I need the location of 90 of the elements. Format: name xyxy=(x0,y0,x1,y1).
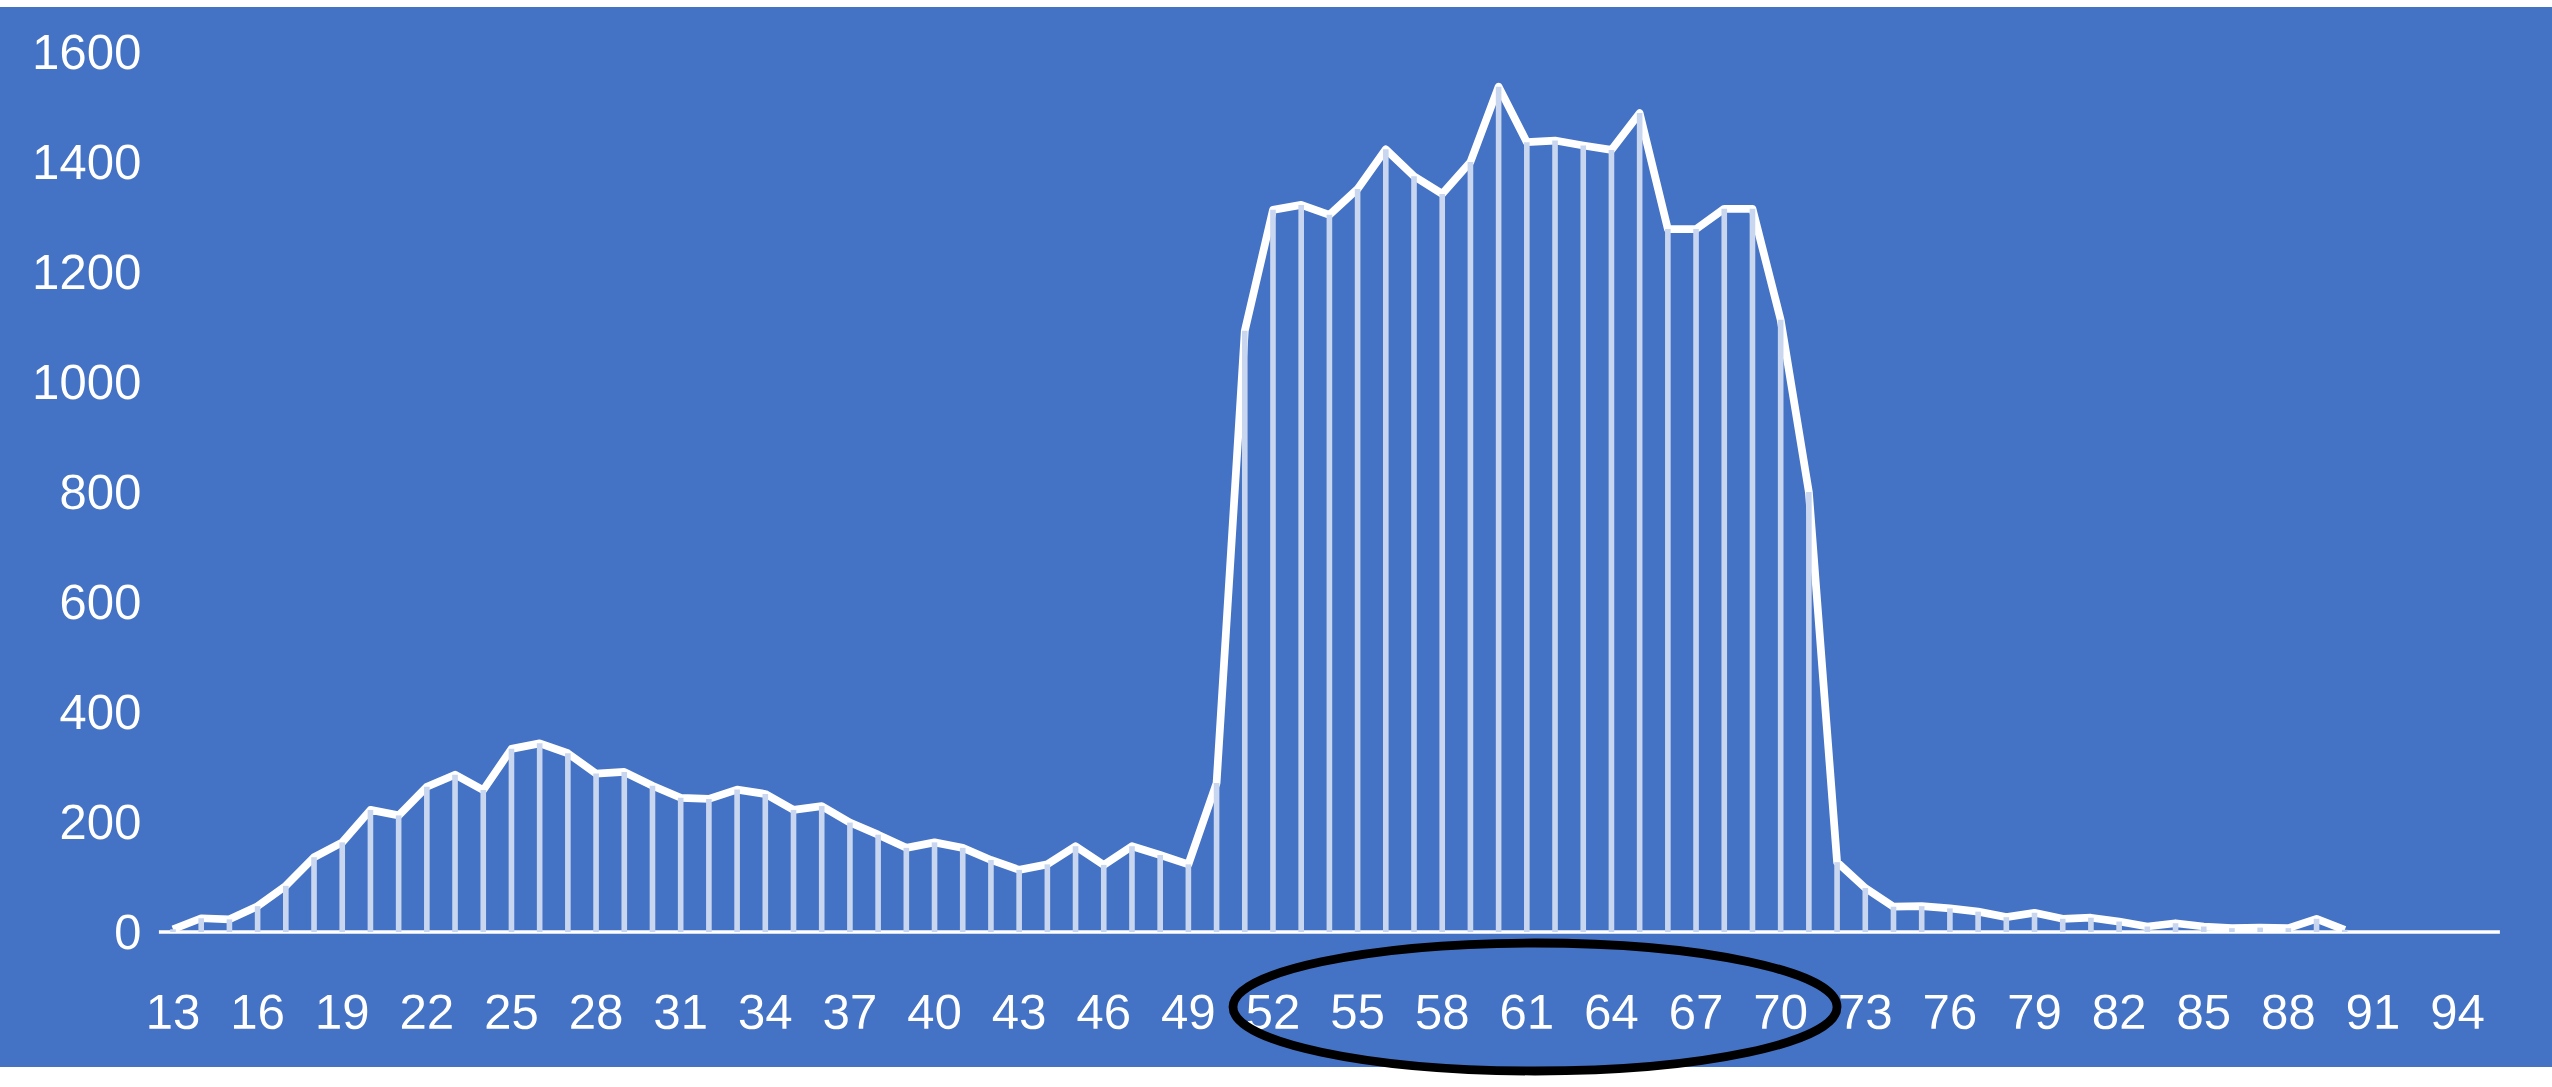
x-tick-label: 40 xyxy=(908,994,960,1030)
bar xyxy=(988,859,994,933)
y-tick-label: 200 xyxy=(61,804,140,840)
bar xyxy=(1834,862,1840,933)
bar xyxy=(424,786,430,933)
bar xyxy=(226,919,233,933)
bar xyxy=(1918,906,1925,933)
bar xyxy=(847,822,853,933)
bar xyxy=(1298,204,1304,933)
bar xyxy=(1411,176,1417,933)
x-tick-label: 37 xyxy=(824,994,875,1030)
bar xyxy=(1129,846,1135,933)
y-tick-label: 1600 xyxy=(35,34,140,70)
bar xyxy=(339,842,346,933)
x-tick-label: 94 xyxy=(2432,994,2484,1030)
bar xyxy=(452,774,458,933)
bar xyxy=(1552,140,1558,933)
y-tick-label: 1400 xyxy=(35,144,140,180)
bar xyxy=(2088,917,2094,933)
bar xyxy=(875,834,881,933)
bar xyxy=(1721,208,1728,933)
x-tick-label: 67 xyxy=(1671,994,1721,1030)
x-tick-label: 82 xyxy=(2093,994,2145,1030)
y-tick-label: 1000 xyxy=(35,364,140,400)
x-tick-label: 55 xyxy=(1332,994,1383,1029)
bar xyxy=(565,753,571,933)
bar xyxy=(1016,869,1022,933)
bar xyxy=(2341,929,2348,933)
bar xyxy=(1157,855,1163,933)
bar xyxy=(1975,911,1981,933)
x-tick-label: 61 xyxy=(1501,994,1552,1030)
x-tick-label: 46 xyxy=(1077,994,1129,1030)
bar xyxy=(2229,928,2235,933)
bar xyxy=(311,857,317,933)
bar xyxy=(1439,193,1446,933)
y-tick-label: 400 xyxy=(60,694,140,730)
y-tick-label: 600 xyxy=(61,584,140,620)
bar xyxy=(1382,149,1389,933)
x-tick-label: 64 xyxy=(1586,994,1638,1030)
x-tick-label: 43 xyxy=(992,994,1045,1030)
x-tick-label: 76 xyxy=(1925,994,1976,1030)
bar xyxy=(254,906,261,933)
y-tick-label: 800 xyxy=(61,474,140,510)
x-tick-label: 58 xyxy=(1416,994,1468,1030)
bar xyxy=(818,806,825,933)
bar xyxy=(2285,928,2292,933)
bar xyxy=(2200,926,2207,933)
bar xyxy=(480,790,487,933)
bar xyxy=(1524,142,1530,933)
x-tick-label: 13 xyxy=(149,994,199,1030)
y-tick-label: 1200 xyxy=(35,254,140,290)
bar xyxy=(2116,921,2122,933)
x-tick-label: 16 xyxy=(234,994,283,1030)
bar xyxy=(1100,864,1107,933)
x-tick-label: 91 xyxy=(2347,994,2398,1030)
bar xyxy=(2059,918,2066,933)
bar xyxy=(1806,492,1812,933)
bar xyxy=(1665,229,1671,933)
bar xyxy=(2172,923,2179,933)
bar xyxy=(1241,330,1248,933)
bar xyxy=(1580,145,1587,933)
x-tick-label: 79 xyxy=(2009,994,2060,1030)
x-tick-label: 85 xyxy=(2178,994,2230,1030)
x-tick-label: 73 xyxy=(1840,994,1891,1030)
bar xyxy=(283,885,289,933)
bar xyxy=(621,771,628,933)
x-tick-label: 25 xyxy=(486,994,537,1030)
bar xyxy=(706,798,712,933)
bar xyxy=(734,789,740,933)
bar xyxy=(762,793,769,933)
bar xyxy=(2003,917,2010,933)
x-tick-label: 70 xyxy=(1755,994,1807,1030)
bar xyxy=(198,918,205,933)
bar xyxy=(959,847,966,933)
x-tick-label: 49 xyxy=(1162,994,1214,1030)
y-tick-label: 0 xyxy=(116,914,140,950)
bar xyxy=(1862,888,1869,933)
x-tick-label: 22 xyxy=(401,994,452,1029)
bar xyxy=(1693,229,1699,933)
bar xyxy=(2257,927,2263,933)
bar xyxy=(1270,209,1276,933)
x-tick-label: 31 xyxy=(655,994,706,1030)
x-tick-label: 52 xyxy=(1247,994,1298,1030)
bar xyxy=(170,929,176,933)
x-tick-label: 88 xyxy=(2263,994,2314,1030)
x-tick-label: 34 xyxy=(739,994,792,1030)
x-tick-label: 28 xyxy=(571,994,622,1030)
bar xyxy=(1947,908,1953,933)
x-tick-label: 19 xyxy=(318,994,368,1030)
bar xyxy=(593,773,599,933)
